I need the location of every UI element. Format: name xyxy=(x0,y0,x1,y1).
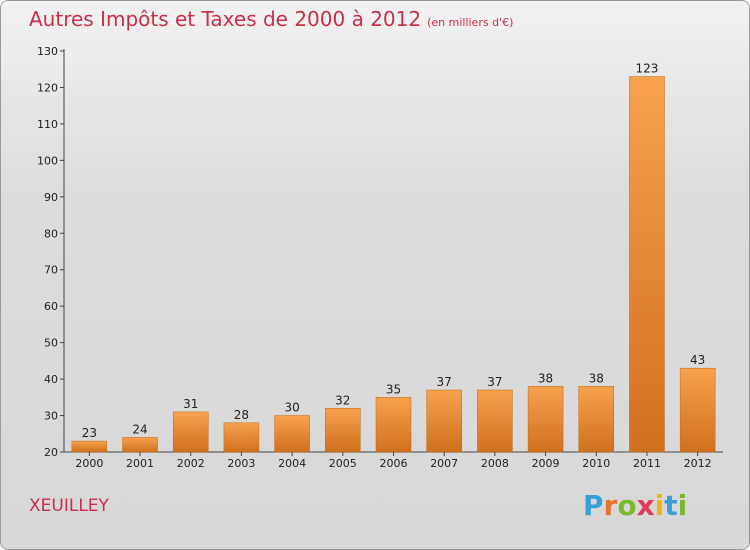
logo-letter: P xyxy=(583,489,604,522)
y-tick-label: 90 xyxy=(44,191,58,204)
y-tick-label: 120 xyxy=(37,81,58,94)
y-tick-label: 30 xyxy=(44,410,58,423)
bar-2006 xyxy=(375,397,412,453)
bar-2000 xyxy=(71,440,108,453)
data-label-2012: 43 xyxy=(690,353,705,367)
bar-2008 xyxy=(477,389,513,453)
x-tick-label-2003: 2003 xyxy=(227,457,255,470)
x-tick-label-2002: 2002 xyxy=(177,457,205,470)
bar-2010 xyxy=(578,386,615,453)
y-tick-label: 50 xyxy=(44,337,58,350)
chart-title: Autres Impôts et Taxes de 2000 à 2012 (en… xyxy=(29,7,513,31)
x-tick-label-2010: 2010 xyxy=(582,457,610,470)
data-label-2003: 28 xyxy=(234,408,249,422)
data-label-2002: 31 xyxy=(183,397,198,411)
x-tick-label-2001: 2001 xyxy=(126,457,154,470)
x-tick-label-2005: 2005 xyxy=(329,457,357,470)
bar-2001 xyxy=(122,437,158,453)
y-tick-label: 80 xyxy=(44,227,58,240)
proxiti-logo: Proxiti xyxy=(583,489,687,522)
y-tick-label: 130 xyxy=(37,45,58,58)
data-label-2001: 24 xyxy=(132,422,147,436)
bar-2004 xyxy=(274,415,310,453)
logo-letter: t xyxy=(664,489,678,522)
y-tick-label: 70 xyxy=(44,264,58,277)
bar-2002 xyxy=(172,411,209,453)
data-label-2009: 38 xyxy=(538,371,553,385)
x-tick-label-2009: 2009 xyxy=(532,457,560,470)
chart-title-text: Autres Impôts et Taxes de 2000 à 2012 xyxy=(29,7,422,31)
x-tick-label-2000: 2000 xyxy=(75,457,103,470)
bars: 23 24 31 28 30 32 35 37 37 38 38 123 43 xyxy=(71,62,716,453)
data-label-2006: 35 xyxy=(386,382,401,396)
x-tick-label-2011: 2011 xyxy=(633,457,661,470)
x-tick-label-2012: 2012 xyxy=(684,457,712,470)
x-tick-label-2004: 2004 xyxy=(278,457,306,470)
commune-name: XEUILLEY xyxy=(29,496,109,516)
logo-letter: r xyxy=(603,489,618,522)
data-label-2005: 32 xyxy=(335,393,350,407)
chart-unit: (en milliers d'€) xyxy=(427,16,514,29)
data-label-2004: 30 xyxy=(284,401,299,415)
data-label-2010: 38 xyxy=(589,371,604,385)
bar-2007 xyxy=(426,389,462,453)
data-label-2000: 23 xyxy=(82,426,97,440)
data-label-2007: 37 xyxy=(437,375,452,389)
data-label-2011: 123 xyxy=(636,62,659,76)
y-tick-label: 100 xyxy=(37,154,58,167)
bar-2005 xyxy=(325,408,361,453)
data-label-2008: 37 xyxy=(487,375,502,389)
y-tick-label: 110 xyxy=(37,118,58,131)
x-tick-label-2008: 2008 xyxy=(481,457,509,470)
bar-2003 xyxy=(223,422,260,453)
y-tick-label: 60 xyxy=(44,300,58,313)
x-tick-label-2006: 2006 xyxy=(380,457,408,470)
logo-letter: x xyxy=(636,489,655,522)
logo-letter: i xyxy=(677,489,688,522)
bar-2009 xyxy=(527,386,564,453)
bar-2012 xyxy=(679,367,716,453)
x-tick-label-2007: 2007 xyxy=(430,457,458,470)
y-tick-label: 40 xyxy=(44,373,58,386)
bar-2011 xyxy=(629,76,665,453)
y-tick-label: 20 xyxy=(44,446,58,459)
logo-letter: i xyxy=(654,489,665,522)
logo-letter: o xyxy=(617,489,637,522)
axes: 20 30 40 50 60 70 80 90 100 110 120 130 2000 2001 2002… xyxy=(37,45,723,470)
